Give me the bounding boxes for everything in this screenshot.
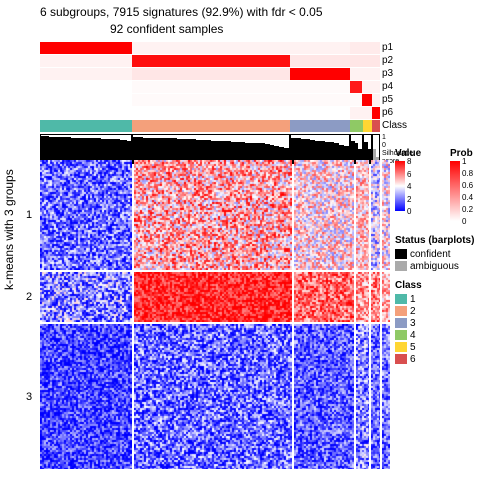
status-legend: Status (barplots)confidentambiguous [395, 235, 474, 272]
prob-legend: Prob 10.80.60.40.20 [450, 148, 473, 221]
y-axis-label: k-means with 3 groups [2, 169, 16, 290]
class-legend: Class123456 [395, 280, 422, 365]
heatmap [40, 160, 390, 469]
title-sub: 92 confident samples [110, 22, 223, 36]
title-main: 6 subgroups, 7915 signatures (92.9%) wit… [40, 5, 323, 19]
annotation-stack: p1p2p3p4p5p6Class10Silhouettescore [40, 42, 380, 164]
value-legend: Value 86420 [395, 148, 421, 211]
